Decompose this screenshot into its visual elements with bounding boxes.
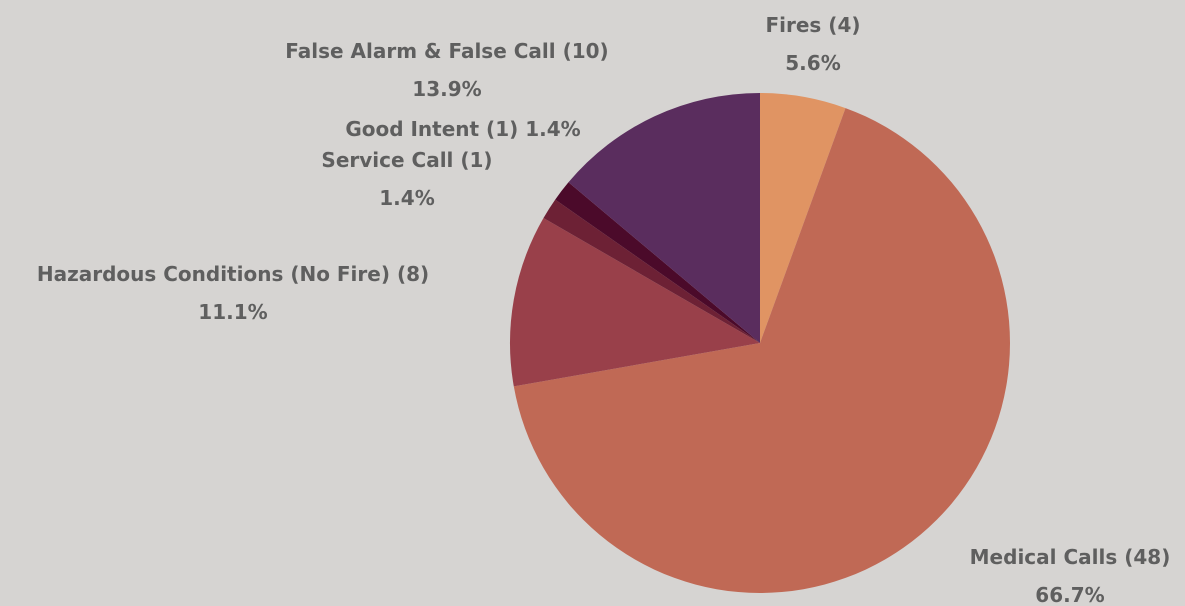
slice-label-2: Hazardous Conditions (No Fire) (8) [37,262,429,286]
slice-label-1: Medical Calls (48) [970,545,1171,569]
slice-percent-0: 5.6% [785,51,840,75]
slice-label-3: Service Call (1) [321,148,492,172]
slice-percent-1: 66.7% [1035,583,1104,606]
slice-percent-5: 13.9% [412,77,481,101]
pie-slice-hazardous-conditions-no-fire [510,218,760,387]
pie-slice-medical-calls [513,108,1011,594]
slice-percent-2: 11.1% [198,300,267,324]
pie-slices [510,92,1011,594]
pie-slice-fires [760,93,846,343]
pie-slice-good-intent [555,182,760,343]
slice-label-4: Good Intent (1) 1.4% [345,117,580,141]
slice-percent-3: 1.4% [379,186,434,210]
pie-labels: Fires (4) 5.6% Medical Calls (48) 66.7% Haza… [37,13,1171,606]
slice-label-5: False Alarm & False Call (10) [285,39,608,63]
pie-slice-service-call [543,199,760,343]
pie-slice-false-alarm-false-call [568,92,760,343]
slice-label-0: Fires (4) [765,13,860,37]
